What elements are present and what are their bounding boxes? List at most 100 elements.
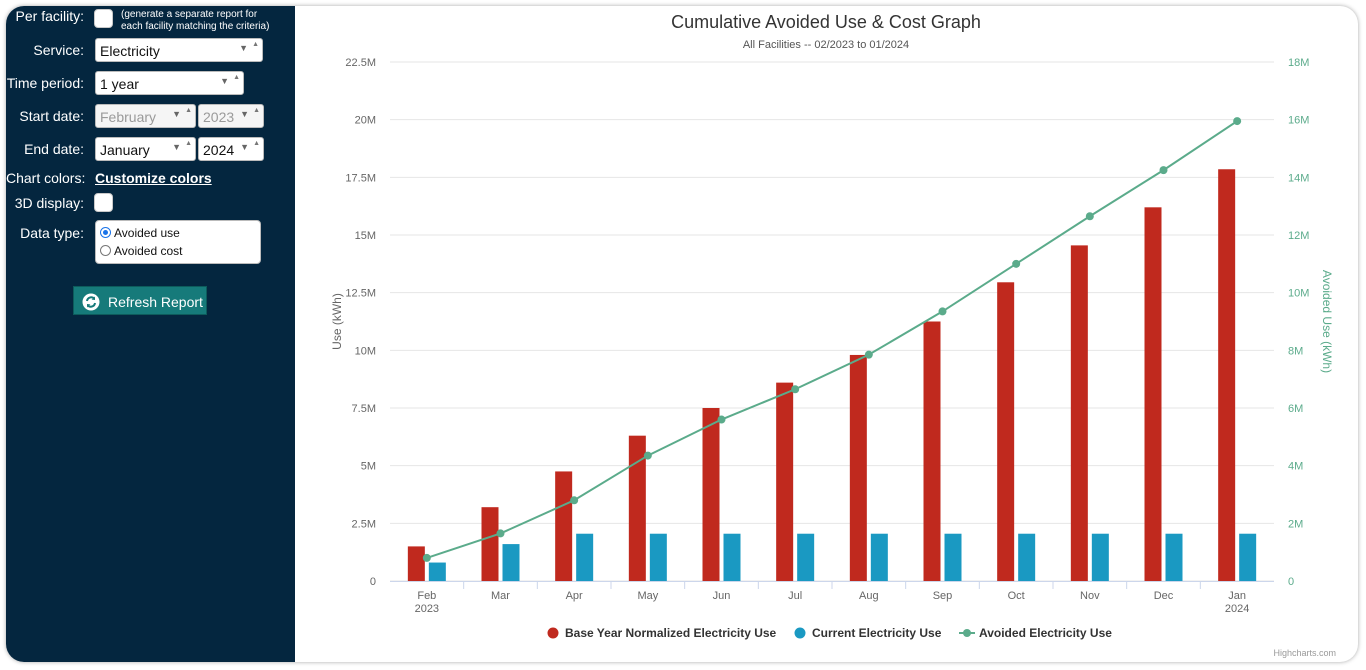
per-facility-label: Per facility: <box>15 8 84 24</box>
per-facility-note-line1: (generate a separate report for <box>121 9 258 20</box>
y-right-tick-label: 18M <box>1288 57 1309 69</box>
3d-display-checkbox[interactable] <box>94 193 113 212</box>
chevron-down-icon: ▼ <box>172 109 181 119</box>
avoided-use-point <box>1085 212 1094 221</box>
y-right-tick-label: 6M <box>1288 403 1303 415</box>
time-period-value: 1 year <box>100 76 139 92</box>
resize-grip-icon: ▲ <box>253 107 260 114</box>
radio-avoided-cost-label: Avoided cost <box>114 244 183 258</box>
avoided-use-chart: Cumulative Avoided Use & Cost Graph All F… <box>330 12 1336 658</box>
data-type-radio-group: Avoided use Avoided cost <box>95 220 261 264</box>
avoided-use-point <box>422 553 431 562</box>
bar-current <box>649 533 667 581</box>
x-tick-label: Jun <box>713 590 731 602</box>
refresh-icon <box>82 293 100 311</box>
end-month-value: January <box>100 142 150 158</box>
per-facility-checkbox[interactable] <box>94 9 113 28</box>
legend-item-label[interactable]: Base Year Normalized Electricity Use <box>565 626 777 640</box>
bar-current <box>944 533 962 581</box>
legend-symbol <box>963 629 971 637</box>
service-select[interactable]: Electricity ▼ ▲ <box>95 38 263 62</box>
avoided-use-point <box>717 415 726 424</box>
y-right-tick-label: 16M <box>1288 115 1309 127</box>
end-year-select[interactable]: 2024 ▼ ▲ <box>198 137 264 161</box>
x-tick-label: Jul <box>788 590 802 602</box>
radio-avoided-cost[interactable]: Avoided cost <box>100 244 183 260</box>
radio-selected-icon[interactable] <box>100 227 111 238</box>
customize-colors-link[interactable]: Customize colors <box>95 170 212 186</box>
y-tick-label: 12.5M <box>345 288 376 300</box>
y-tick-label: 7.5M <box>352 403 376 415</box>
avoided-use-point <box>496 529 505 538</box>
time-period-select[interactable]: 1 year ▼ ▲ <box>95 71 244 95</box>
x-tick-year-label: 2024 <box>1225 603 1249 615</box>
bar-current <box>428 562 446 581</box>
y-axis-title: Use (kWh) <box>330 293 344 350</box>
y-tick-label: 17.5M <box>345 172 376 184</box>
bar-current <box>1018 533 1036 581</box>
legend-item-label[interactable]: Current Electricity Use <box>812 626 942 640</box>
radio-avoided-use[interactable]: Avoided use <box>100 226 180 242</box>
bar-base-year <box>923 321 941 581</box>
end-year-value: 2024 <box>203 142 235 158</box>
y-tick-label: 2.5M <box>352 518 376 530</box>
bar-current <box>870 533 888 581</box>
bar-current <box>576 533 594 581</box>
bar-base-year <box>776 382 794 581</box>
chart-title: Cumulative Avoided Use & Cost Graph <box>671 12 981 32</box>
y-right-tick-label: 4M <box>1288 461 1303 473</box>
x-tick-label: Jan <box>1228 590 1246 602</box>
bar-base-year <box>407 546 425 581</box>
resize-grip-icon: ▲ <box>233 74 240 81</box>
x-tick-label: Dec <box>1154 590 1174 602</box>
bar-base-year <box>849 354 867 581</box>
y-right-tick-label: 14M <box>1288 172 1309 184</box>
x-tick-label: Apr <box>566 590 583 602</box>
resize-grip-icon: ▲ <box>185 140 192 147</box>
chevron-down-icon: ▼ <box>172 142 181 152</box>
end-month-select[interactable]: January ▼ ▲ <box>95 137 196 161</box>
highcharts-credit: Highcharts.com <box>1273 648 1336 658</box>
time-period-label: Time period: <box>6 75 84 91</box>
legend-item-label[interactable]: Avoided Electricity Use <box>979 626 1112 640</box>
chart-colors-label: Chart colors: <box>6 170 86 186</box>
y-right-tick-label: 2M <box>1288 518 1303 530</box>
chevron-down-icon: ▼ <box>239 43 248 53</box>
end-date-label: End date: <box>24 141 84 157</box>
avoided-use-line <box>426 120 1238 559</box>
y-right-tick-label: 10M <box>1288 288 1309 300</box>
x-tick-label: Nov <box>1080 590 1100 602</box>
start-year-select[interactable]: 2023 ▼ ▲ <box>198 104 264 128</box>
start-date-label: Start date: <box>19 108 84 124</box>
legend-symbol <box>794 627 806 639</box>
avoided-use-point <box>938 307 947 316</box>
refresh-report-button[interactable]: Refresh Report <box>73 286 207 315</box>
start-month-value: February <box>100 109 157 125</box>
service-value: Electricity <box>100 43 160 59</box>
chevron-down-icon: ▼ <box>220 76 229 86</box>
x-tick-label: May <box>637 590 658 602</box>
y-tick-label: 20M <box>355 115 376 127</box>
bar-base-year <box>1144 207 1162 581</box>
avoided-use-point <box>864 350 873 359</box>
bar-base-year <box>628 435 646 581</box>
bar-base-year <box>997 282 1015 581</box>
app-frame: Per facility: (generate a separate repor… <box>6 6 1358 662</box>
data-type-label: Data type: <box>20 225 84 241</box>
y-tick-label: 15M <box>355 230 376 242</box>
start-month-select[interactable]: February ▼ ▲ <box>95 104 196 128</box>
bar-base-year <box>1070 245 1088 581</box>
resize-grip-icon: ▲ <box>185 107 192 114</box>
radio-unselected-icon[interactable] <box>100 245 111 256</box>
bar-current <box>1239 533 1257 581</box>
y-tick-label: 0 <box>370 576 376 588</box>
avoided-use-point <box>643 451 652 460</box>
per-facility-note-line2: each facility matching the criteria) <box>121 21 270 32</box>
3d-display-label: 3D display: <box>14 195 84 211</box>
bar-base-year <box>1218 169 1236 581</box>
start-year-value: 2023 <box>203 109 235 125</box>
x-tick-label: Sep <box>933 590 953 602</box>
chart-subtitle: All Facilities -- 02/2023 to 01/2024 <box>743 39 909 51</box>
y-right-tick-label: 8M <box>1288 345 1303 357</box>
chevron-down-icon: ▼ <box>240 109 249 119</box>
